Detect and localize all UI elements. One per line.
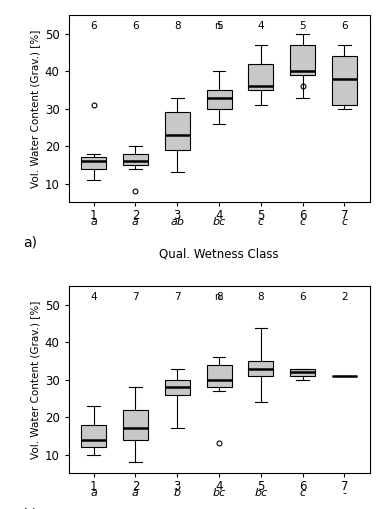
PathPatch shape xyxy=(123,154,148,165)
Text: 6: 6 xyxy=(299,292,306,302)
Text: 6: 6 xyxy=(341,21,348,31)
PathPatch shape xyxy=(207,365,232,387)
X-axis label: Qual. Wetness Class: Qual. Wetness Class xyxy=(159,247,279,260)
Text: a): a) xyxy=(24,236,37,250)
Text: 7: 7 xyxy=(132,292,139,302)
PathPatch shape xyxy=(248,64,274,90)
Text: 5: 5 xyxy=(216,21,223,31)
Text: bc: bc xyxy=(213,217,226,227)
Text: 2: 2 xyxy=(341,292,348,302)
PathPatch shape xyxy=(290,45,315,75)
Text: c: c xyxy=(341,217,347,227)
PathPatch shape xyxy=(165,112,190,150)
Text: a: a xyxy=(90,488,97,498)
Text: 8: 8 xyxy=(258,292,264,302)
Text: b): b) xyxy=(24,507,38,509)
PathPatch shape xyxy=(332,56,357,105)
Text: 4: 4 xyxy=(90,292,97,302)
Text: 6: 6 xyxy=(90,21,97,31)
Text: 8: 8 xyxy=(216,292,223,302)
PathPatch shape xyxy=(248,361,274,376)
Text: -: - xyxy=(343,488,346,498)
Text: n:: n: xyxy=(215,292,224,302)
Text: c: c xyxy=(299,488,306,498)
Text: n:: n: xyxy=(215,21,224,31)
Text: 8: 8 xyxy=(174,21,181,31)
Text: a: a xyxy=(132,488,139,498)
Text: c: c xyxy=(258,217,264,227)
Text: 4: 4 xyxy=(258,21,264,31)
PathPatch shape xyxy=(81,157,106,168)
Text: 5: 5 xyxy=(299,21,306,31)
Text: bc: bc xyxy=(213,488,226,498)
Text: b: b xyxy=(174,488,181,498)
Y-axis label: Vol. Water Content (Grav.) [%]: Vol. Water Content (Grav.) [%] xyxy=(30,301,40,459)
Text: a: a xyxy=(132,217,139,227)
Text: c: c xyxy=(299,217,306,227)
PathPatch shape xyxy=(165,380,190,395)
Text: a: a xyxy=(90,217,97,227)
PathPatch shape xyxy=(81,425,106,447)
Text: ab: ab xyxy=(170,217,184,227)
PathPatch shape xyxy=(123,410,148,440)
Y-axis label: Vol. Water Content (Grav.) [%]: Vol. Water Content (Grav.) [%] xyxy=(30,30,40,188)
Text: 7: 7 xyxy=(174,292,181,302)
Text: bc: bc xyxy=(254,488,267,498)
PathPatch shape xyxy=(290,369,315,376)
PathPatch shape xyxy=(207,90,232,109)
Text: 6: 6 xyxy=(132,21,139,31)
